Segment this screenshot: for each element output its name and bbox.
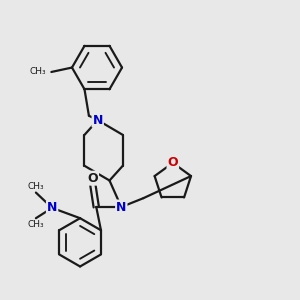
Text: CH₃: CH₃ [28, 182, 44, 190]
Text: CH₃: CH₃ [29, 68, 46, 76]
Text: O: O [87, 172, 98, 185]
Text: N: N [47, 201, 57, 214]
Text: O: O [167, 156, 178, 169]
Text: N: N [116, 200, 127, 214]
Text: CH₃: CH₃ [28, 220, 44, 229]
Text: N: N [92, 114, 103, 127]
